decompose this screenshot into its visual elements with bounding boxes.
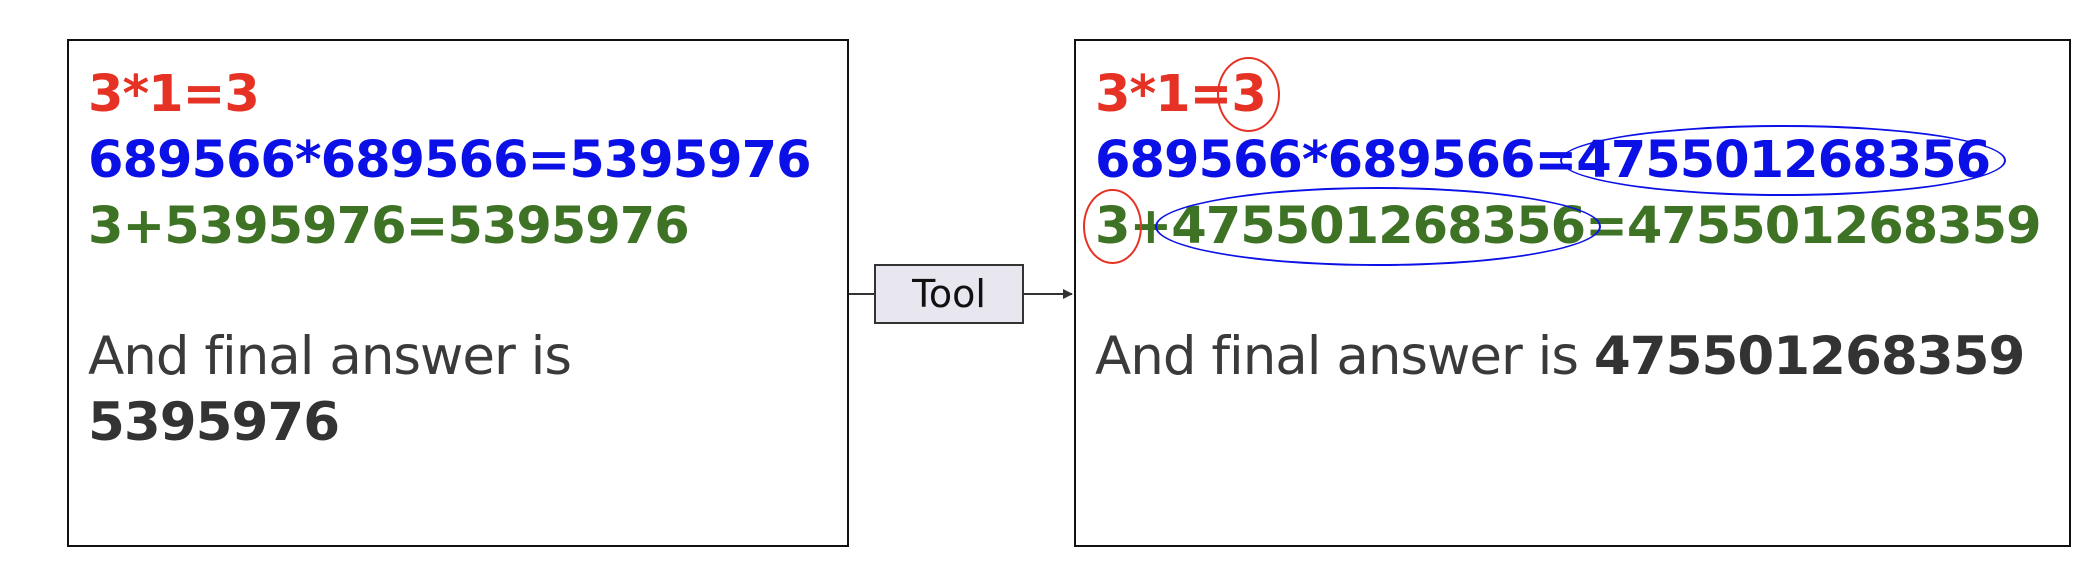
right-eq3-op: + [1129,197,1173,256]
right-eq3-middle: 475501268356 [1171,197,1586,256]
left-answer-value-line: 5395976 [88,396,340,449]
left-panel: 3*1=3 689566*689566=5395976 3+5395976=53… [67,39,849,547]
right-panel: 3*1=3 689566*689566=475501268356 3+47550… [1074,39,2071,547]
left-answer-prefix: And final answer is [88,326,572,387]
right-eq3-eq: = [1585,197,1628,256]
right-eq2-lhs: 689566*689566= [1095,131,1577,190]
right-equation-3: 3+475501268356=475501268359 [1095,201,2042,252]
right-answer-line: And final answer is 475501268359 [1095,330,2025,383]
right-answer-prefix: And final answer is [1095,326,1579,387]
right-eq1-result: 3 [1231,65,1266,124]
left-equation-2: 689566*689566=5395976 [88,131,812,190]
left-equation-1: 3*1=3 [88,65,260,124]
right-equation-1: 3*1=3 [1095,69,1267,120]
right-eq1-lhs: 3*1= [1095,65,1232,124]
right-equation-2: 689566*689566=475501268356 [1095,135,1991,186]
right-eq2-result: 475501268356 [1576,131,1991,190]
right-eq3-first: 3 [1095,197,1130,256]
right-answer-value: 475501268359 [1593,326,2026,387]
right-eq3-result: 475501268359 [1626,197,2042,256]
left-equation-3: 3+5395976=5395976 [88,197,690,256]
left-answer-value: 5395976 [88,392,340,453]
tool-box: Tool [874,264,1024,324]
